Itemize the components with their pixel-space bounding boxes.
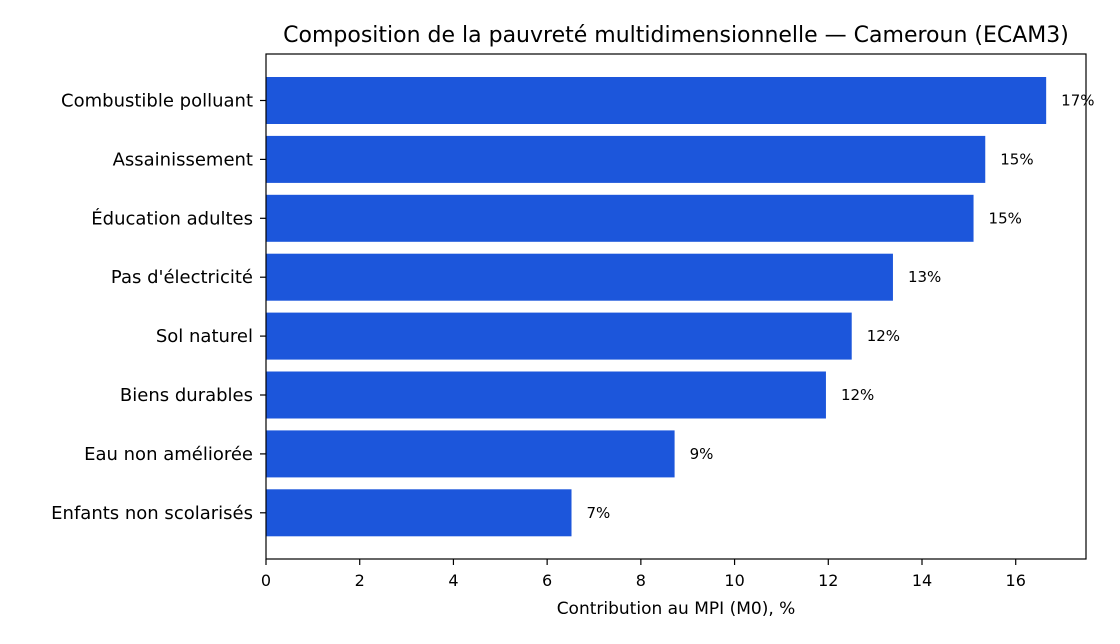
x-tick-label: 2	[355, 571, 365, 590]
x-tick-label: 10	[724, 571, 744, 590]
bars-group	[266, 77, 1047, 537]
y-tick-label: Enfants non scolarisés	[51, 503, 253, 524]
x-axis-label: Contribution au MPI (M0), %	[557, 599, 796, 619]
data-label: 15%	[989, 209, 1022, 227]
data-label: 13%	[908, 268, 941, 286]
bar	[266, 430, 675, 478]
bar	[266, 194, 974, 242]
data-label: 12%	[841, 386, 874, 404]
x-tick-label: 16	[1006, 571, 1026, 590]
x-tick-label: 12	[818, 571, 838, 590]
bar	[266, 312, 852, 360]
x-axis-ticks: 0 2 4 6 8 10 12 14 16	[261, 559, 1026, 590]
bar	[266, 135, 986, 183]
data-label: 7%	[587, 504, 611, 522]
y-tick-label: Éducation adultes	[91, 207, 253, 229]
y-tick-label: Biens durables	[120, 385, 253, 406]
bar	[266, 77, 1047, 124]
x-tick-label: 0	[261, 571, 271, 590]
y-axis-ticks: Combustible polluant Assainissement Éducat…	[51, 91, 266, 524]
y-tick-label: Eau non améliorée	[84, 444, 253, 465]
data-label: 12%	[867, 327, 900, 345]
data-label: 9%	[690, 445, 714, 463]
y-tick-label: Combustible polluant	[61, 91, 253, 112]
bar	[266, 371, 826, 419]
data-labels: 17% 15% 15% 13% 12% 12% 9% 7%	[587, 92, 1095, 522]
x-tick-label: 14	[912, 571, 932, 590]
chart-title: Composition de la pauvreté multidimensio…	[283, 23, 1069, 48]
plot-frame	[265, 53, 1087, 560]
data-label: 17%	[1061, 92, 1094, 110]
x-tick-label: 6	[542, 571, 552, 590]
y-tick-label: Sol naturel	[156, 326, 253, 347]
y-tick-label: Pas d'électricité	[111, 267, 253, 288]
y-tick-label: Assainissement	[113, 149, 253, 170]
bar	[266, 253, 893, 301]
x-tick-label: 4	[448, 571, 458, 590]
bar	[266, 489, 572, 537]
x-tick-label: 8	[636, 571, 646, 590]
data-label: 15%	[1000, 150, 1033, 168]
